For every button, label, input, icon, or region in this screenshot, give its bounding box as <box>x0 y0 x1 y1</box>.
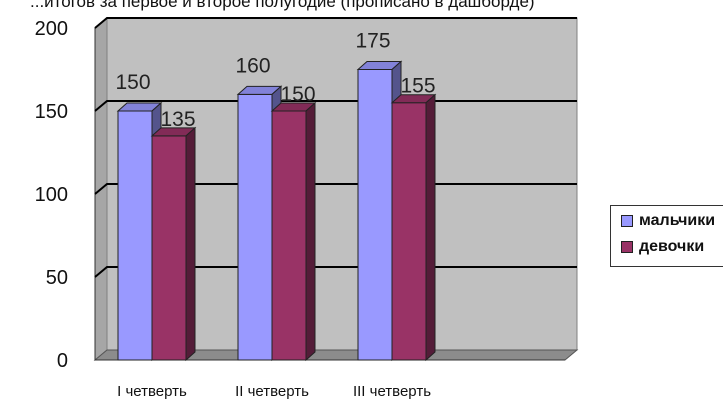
legend: мальчики девочки <box>610 205 723 267</box>
legend-item-girls: девочки <box>621 238 704 256</box>
bar <box>270 101 317 362</box>
y-axis-tick-labels: 0 50 100 150 200 <box>35 18 68 372</box>
y-tick-label: 0 <box>57 350 68 372</box>
legend-item-boys: мальчики <box>621 212 715 230</box>
y-tick-label: 100 <box>35 184 68 206</box>
bar-front <box>357 69 393 361</box>
bar <box>150 126 197 362</box>
data-label: 135 <box>160 108 195 131</box>
x-tick-label: III четверть <box>353 383 431 400</box>
y-tick-label: 200 <box>35 18 68 40</box>
x-tick-label: II четверть <box>235 383 309 400</box>
bar <box>390 93 437 362</box>
bar-side <box>425 93 436 362</box>
data-label: 175 <box>355 30 390 53</box>
bar-front <box>391 102 427 361</box>
legend-label-boys: мальчики <box>639 212 716 229</box>
data-label: 150 <box>115 71 150 94</box>
legend-label-girls: девочки <box>639 238 705 255</box>
y-tick-label: 150 <box>35 101 68 123</box>
bar-front <box>151 135 187 361</box>
bars <box>116 60 437 362</box>
data-label: 155 <box>400 75 435 98</box>
cropped-header-text: ...итогов за первое и второе полугодие (… <box>30 0 535 11</box>
bar-front <box>271 110 307 361</box>
bar-side <box>305 101 316 362</box>
data-label: 150 <box>280 83 315 106</box>
bar-front <box>237 93 273 361</box>
data-labels: 150 135 160 150 175 155 <box>115 30 435 131</box>
y-tick-label: 50 <box>46 267 68 289</box>
data-label: 160 <box>235 54 270 77</box>
gridline <box>94 17 577 29</box>
bar-side <box>185 126 196 362</box>
x-axis-tick-labels: I четверть II четверть III четверть <box>117 383 431 400</box>
legend-swatch-girls <box>621 241 633 253</box>
legend-swatch-boys <box>621 215 633 227</box>
bar-front <box>117 110 153 361</box>
x-tick-label: I четверть <box>117 383 187 400</box>
